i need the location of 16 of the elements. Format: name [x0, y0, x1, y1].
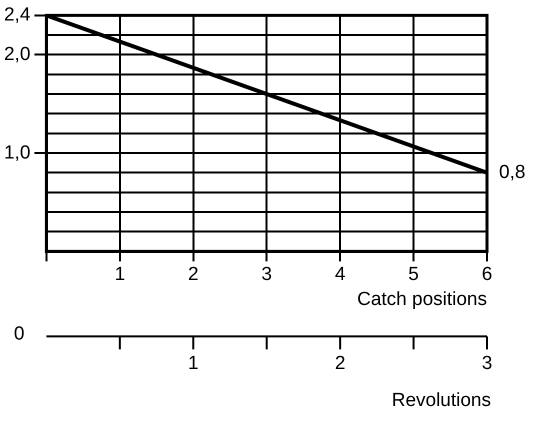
- x-axis-title: Catch positions: [357, 288, 487, 310]
- x-tick-label: 5: [408, 264, 419, 286]
- x2-tick-label: 1: [188, 353, 199, 374]
- x2-axis-title: Revolutions: [392, 390, 491, 412]
- y-tick-label: 1,0: [4, 142, 30, 164]
- x2-tick-label: 2: [334, 353, 346, 374]
- x2-tick-label: 3: [482, 353, 492, 374]
- y-tick-label: 2,4: [4, 4, 31, 26]
- x-tick-label: 3: [261, 264, 272, 286]
- x-tick-label: 2: [188, 264, 199, 286]
- y-tick-label: 2,0: [4, 44, 30, 65]
- text: 0: [14, 324, 24, 345]
- annotation: 0,8: [499, 162, 526, 183]
- x-tick-label: 4: [334, 264, 346, 286]
- x-tick-label: 6: [482, 264, 492, 286]
- x-tick-label: 1: [114, 264, 126, 286]
